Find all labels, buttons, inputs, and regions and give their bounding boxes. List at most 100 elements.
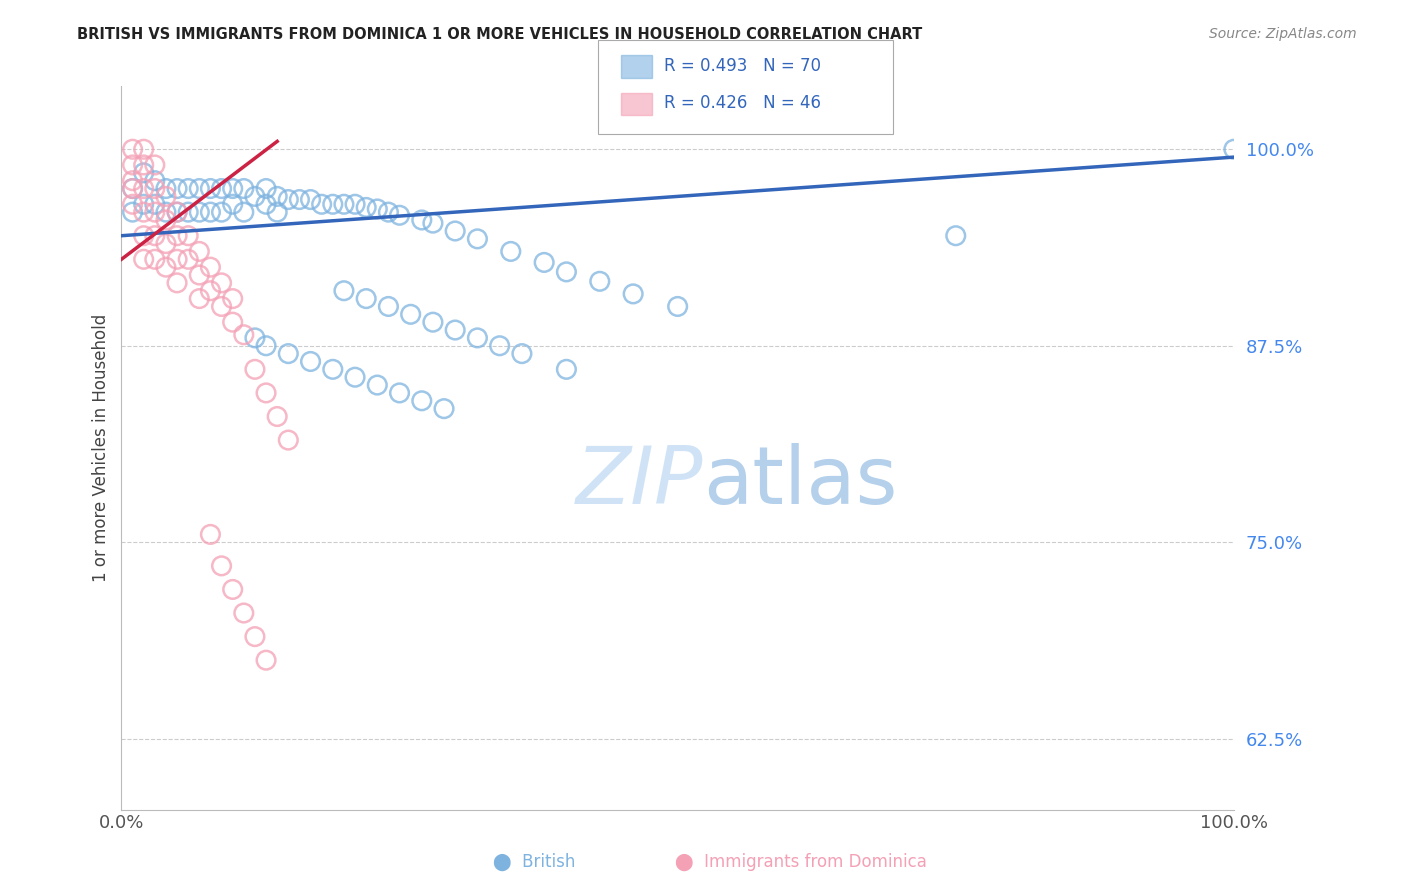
Point — [155, 260, 177, 275]
Point — [666, 300, 689, 314]
Point — [322, 362, 344, 376]
Point — [467, 331, 489, 345]
Point — [411, 393, 433, 408]
Point — [143, 158, 166, 172]
Text: ZIP: ZIP — [575, 442, 703, 521]
Point — [344, 370, 367, 384]
Point — [143, 205, 166, 219]
Point — [277, 193, 299, 207]
Point — [1223, 142, 1246, 156]
Text: R = 0.426   N = 46: R = 0.426 N = 46 — [664, 95, 821, 112]
Point — [221, 315, 243, 329]
Point — [188, 292, 211, 306]
Point — [132, 181, 155, 195]
Point — [221, 181, 243, 195]
Point — [166, 205, 188, 219]
Point — [254, 653, 277, 667]
Point — [221, 582, 243, 597]
Point — [166, 181, 188, 195]
Point — [166, 205, 188, 219]
Point — [143, 197, 166, 211]
Point — [366, 378, 388, 392]
Point — [155, 189, 177, 203]
Point — [200, 205, 222, 219]
Point — [333, 284, 356, 298]
Point — [254, 339, 277, 353]
Point — [621, 286, 644, 301]
Point — [132, 205, 155, 219]
Point — [211, 276, 233, 290]
Point — [166, 276, 188, 290]
Point — [211, 181, 233, 195]
Point — [177, 205, 200, 219]
Point — [143, 228, 166, 243]
Point — [132, 197, 155, 211]
Point — [200, 181, 222, 195]
Point — [288, 193, 311, 207]
Y-axis label: 1 or more Vehicles in Household: 1 or more Vehicles in Household — [93, 314, 110, 582]
Point — [155, 213, 177, 227]
Point — [422, 216, 444, 230]
Point — [166, 228, 188, 243]
Point — [121, 174, 143, 188]
Point — [121, 197, 143, 211]
Point — [188, 181, 211, 195]
Point — [143, 181, 166, 195]
Point — [433, 401, 456, 416]
Point — [132, 252, 155, 267]
Point — [533, 255, 555, 269]
Point — [299, 354, 322, 368]
Point — [211, 300, 233, 314]
Point — [311, 197, 333, 211]
Point — [221, 197, 243, 211]
Point — [266, 189, 288, 203]
Point — [243, 189, 266, 203]
Point — [467, 232, 489, 246]
Point — [555, 362, 578, 376]
Point — [499, 244, 522, 259]
Point — [377, 205, 399, 219]
Point — [166, 252, 188, 267]
Point — [132, 142, 155, 156]
Point — [510, 346, 533, 360]
Point — [177, 252, 200, 267]
Point — [254, 197, 277, 211]
Point — [444, 224, 467, 238]
Point — [254, 181, 277, 195]
Point — [155, 181, 177, 195]
Point — [411, 213, 433, 227]
Point — [399, 307, 422, 321]
Point — [333, 197, 356, 211]
Point — [211, 558, 233, 573]
Point — [232, 205, 254, 219]
Point — [177, 228, 200, 243]
Point — [155, 205, 177, 219]
Point — [121, 181, 143, 195]
Point — [254, 385, 277, 400]
Point — [211, 205, 233, 219]
Point — [177, 181, 200, 195]
Text: BRITISH VS IMMIGRANTS FROM DOMINICA 1 OR MORE VEHICLES IN HOUSEHOLD CORRELATION : BRITISH VS IMMIGRANTS FROM DOMINICA 1 OR… — [77, 27, 922, 42]
Point — [200, 527, 222, 541]
Point — [132, 158, 155, 172]
Point — [366, 202, 388, 216]
Point — [299, 193, 322, 207]
Text: Source: ZipAtlas.com: Source: ZipAtlas.com — [1209, 27, 1357, 41]
Point — [344, 197, 367, 211]
Point — [232, 327, 254, 342]
Point — [200, 260, 222, 275]
Point — [243, 331, 266, 345]
Point — [200, 284, 222, 298]
Point — [589, 274, 612, 288]
Point — [155, 236, 177, 251]
Point — [132, 228, 155, 243]
Point — [243, 630, 266, 644]
Point — [354, 292, 377, 306]
Point — [354, 201, 377, 215]
Point — [488, 339, 510, 353]
Point — [188, 268, 211, 282]
Point — [277, 346, 299, 360]
Point — [121, 158, 143, 172]
Point — [388, 208, 411, 222]
Point — [232, 606, 254, 620]
